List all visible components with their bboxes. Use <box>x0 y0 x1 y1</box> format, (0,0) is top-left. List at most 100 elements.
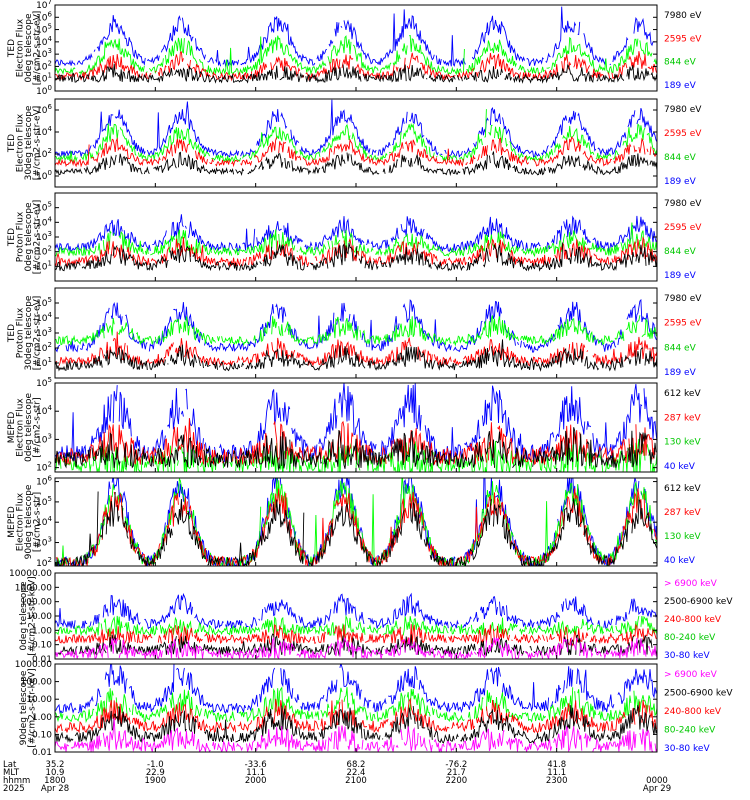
series-line-612-kev <box>55 427 657 471</box>
series-line-844-ev <box>55 222 657 258</box>
y-tick-label: 102 <box>36 245 52 258</box>
y-axis-label: Proton Flux <box>16 307 26 358</box>
y-tick-label: 1000.00 <box>15 583 52 593</box>
series-line-189-ev <box>55 298 657 353</box>
legend-entry: 612 keV <box>664 389 701 399</box>
y-axis-label: [#/cm2-s-str-eV] <box>33 11 43 86</box>
series-line-7980-ev <box>55 242 657 272</box>
y-tick-label: 102 <box>36 341 52 354</box>
y-tick-label: 102 <box>36 556 52 569</box>
y-axis-label: TED <box>7 228 17 247</box>
series-line-844-ev <box>55 34 657 77</box>
legend-entry: 2595 eV <box>664 223 702 233</box>
legend-entry: > 6900 keV <box>664 670 718 680</box>
x-tick-label: 11.1 <box>246 768 265 778</box>
panel-6-series <box>55 478 657 566</box>
legend-entry: 189 eV <box>664 368 697 378</box>
y-axis-label: 30deg telescope <box>24 105 34 180</box>
legend-entry: 2595 eV <box>664 34 702 44</box>
y-tick-label: 0.10 <box>32 641 52 651</box>
series-line-30-80-kev <box>55 592 657 630</box>
y-axis-label: [#/cm2-s-str-eV] <box>33 200 43 275</box>
series-line-30-80-kev <box>55 664 657 715</box>
y-axis-label: [#/cm2-s-str-keV] <box>28 576 38 655</box>
y-axis-label: Electron Flux <box>16 18 26 77</box>
y-tick-label: 106 <box>36 475 52 488</box>
y-tick-label: 100 <box>36 84 52 97</box>
legend-entry: 189 eV <box>664 271 697 281</box>
y-axis-label: TED <box>7 324 17 343</box>
x-tick-label: -1.0 <box>147 760 164 770</box>
y-tick-label: 106 <box>36 10 52 23</box>
y-tick-label: 103 <box>36 47 52 60</box>
legend-entry: 2500-6900 keV <box>664 689 733 699</box>
x-tick-label: 22.4 <box>347 768 366 778</box>
y-axis-label: 90deg telescope <box>24 484 34 559</box>
y-tick-label: 101 <box>36 259 52 272</box>
panel-8-series <box>55 664 657 752</box>
y-tick-label: 103 <box>36 230 52 243</box>
legend-entry: 287 keV <box>664 508 701 518</box>
y-tick-label: 103 <box>36 432 52 445</box>
y-axis-label: TED <box>7 134 17 153</box>
y-axis-label: 30deg telescope <box>24 295 34 370</box>
legend-entry: > 6900 keV <box>664 579 718 589</box>
y-tick-label: 104 <box>36 404 52 417</box>
legend-entry: 40 keV <box>664 462 696 472</box>
legend-entry: 844 eV <box>664 343 697 353</box>
legend-entry: 80-240 keV <box>664 726 716 736</box>
panel-3-series <box>55 214 657 272</box>
y-tick-label: 104 <box>36 515 52 528</box>
series-line-240-800-kev <box>55 623 657 647</box>
x-tick-label: 2300 <box>546 776 568 786</box>
x-tick-label: 1900 <box>145 776 167 786</box>
series-line-2500-6900-kev <box>55 705 657 745</box>
legend-entry: 130 keV <box>664 438 701 448</box>
series-line-7980-ev <box>55 63 657 84</box>
y-tick-label: 1.00 <box>32 713 52 723</box>
series-line-844-ev <box>55 109 657 163</box>
series-line-844-ev <box>55 315 657 347</box>
legend-entry: 130 keV <box>664 532 701 542</box>
legend-entry: 2500-6900 keV <box>664 597 733 607</box>
y-tick-label: 105 <box>36 376 52 389</box>
legend-entry: 844 eV <box>664 58 697 68</box>
x-tick-label: 35.2 <box>46 760 65 770</box>
y-axis-label: MEPED <box>7 412 17 444</box>
y-tick-label: 102 <box>36 147 52 160</box>
x-tick-label: 22.9 <box>146 768 165 778</box>
panel-7-series <box>55 592 657 659</box>
series-line-7980-ev <box>55 151 657 177</box>
y-tick-label: 100 <box>36 169 52 182</box>
y-axis-label: 0deg telescope <box>24 13 34 83</box>
series-line-287-kev <box>55 488 657 566</box>
x-tick-label: 21.7 <box>447 768 466 778</box>
legend-entry: 240-800 keV <box>664 707 722 717</box>
y-tick-label: 103 <box>36 326 52 339</box>
legend-entry: 2595 eV <box>664 129 702 139</box>
legend-entry: 844 eV <box>664 153 697 163</box>
y-tick-label: 105 <box>36 201 52 214</box>
y-tick-label: 102 <box>36 59 52 72</box>
y-axis-label: 0deg telescope <box>24 202 34 272</box>
x-tick-label: Apr 29 <box>643 784 671 794</box>
y-tick-label: 1.00 <box>32 626 52 636</box>
x-tick-label: Apr 28 <box>41 784 69 794</box>
y-axis-label: Electron Flux <box>16 113 26 172</box>
y-tick-label: 104 <box>36 311 52 324</box>
legend-entry: 287 keV <box>664 413 701 423</box>
x-tick-label: -33.6 <box>245 760 267 770</box>
x-tick-label: 1800 <box>44 776 66 786</box>
y-tick-label: 103 <box>36 536 52 549</box>
x-tick-label: 10.9 <box>46 768 65 778</box>
x-row-label: Lat <box>3 760 17 770</box>
x-tick-label: 0000 <box>646 776 668 786</box>
y-tick-label: 104 <box>36 125 52 138</box>
y-tick-label: 106 <box>36 103 52 116</box>
